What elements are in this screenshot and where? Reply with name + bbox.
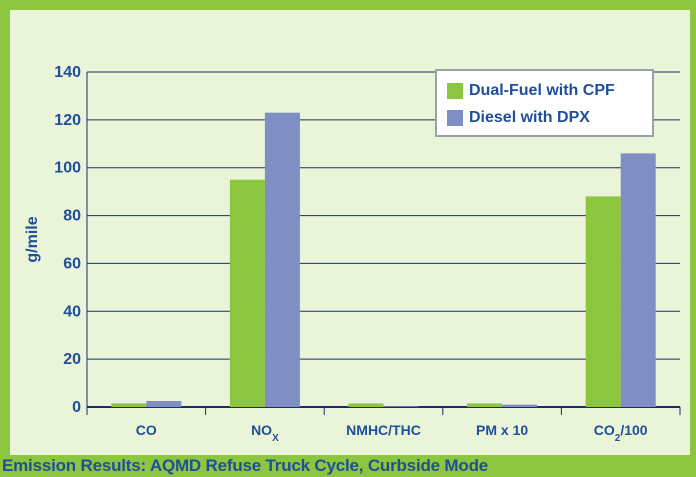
x-tick-label: NOX (251, 422, 279, 444)
legend-swatch-dual-fuel (447, 83, 463, 99)
bar-dual-fuel-1 (229, 179, 265, 407)
chart-panel: 0 20 40 60 80 100 120 140 g/mile CO NOX NMHC/THC PM … (10, 10, 690, 455)
bar-chart: 0 20 40 60 80 100 120 140 g/mile CO NOX NMHC/THC PM … (24, 64, 681, 444)
y-tick-label: 100 (54, 160, 81, 177)
y-tick-label: 120 (54, 112, 81, 129)
legend-item-dual-fuel: Dual-Fuel with CPF (447, 80, 615, 102)
y-axis-title: g/mile (24, 216, 41, 262)
y-tick-label: 0 (72, 399, 81, 416)
x-tick-label: CO (136, 422, 157, 438)
y-tick-label: 60 (63, 255, 81, 272)
y-tick-label: 140 (54, 64, 81, 81)
legend-swatch-diesel (447, 110, 463, 126)
x-tick-label: NMHC/THC (346, 422, 421, 438)
y-tick-label: 40 (63, 303, 81, 320)
bar-diesel-2 (383, 406, 419, 407)
legend-label-dual-fuel: Dual-Fuel with CPF (469, 82, 615, 99)
bar-dual-fuel-3 (467, 403, 503, 407)
bar-dual-fuel-4 (585, 196, 621, 407)
bar-diesel-1 (264, 112, 300, 407)
figure-caption: Emission Results: AQMD Refuse Truck Cycl… (2, 456, 489, 475)
bar-dual-fuel-0 (111, 403, 147, 407)
bar-dual-fuel-2 (348, 403, 384, 407)
legend-item-diesel: Diesel with DPX (447, 107, 590, 129)
chart-legend: Dual-Fuel with CPF Diesel with DPX (435, 69, 654, 137)
bar-diesel-0 (146, 401, 182, 407)
y-tick-label: 20 (63, 351, 81, 368)
x-tick-label: PM x 10 (476, 422, 528, 438)
x-tick-label: CO2/100 (594, 422, 648, 444)
legend-label-diesel: Diesel with DPX (469, 109, 590, 126)
bar-diesel-4 (620, 153, 656, 407)
bar-diesel-3 (502, 404, 538, 407)
y-tick-label: 80 (63, 208, 81, 225)
